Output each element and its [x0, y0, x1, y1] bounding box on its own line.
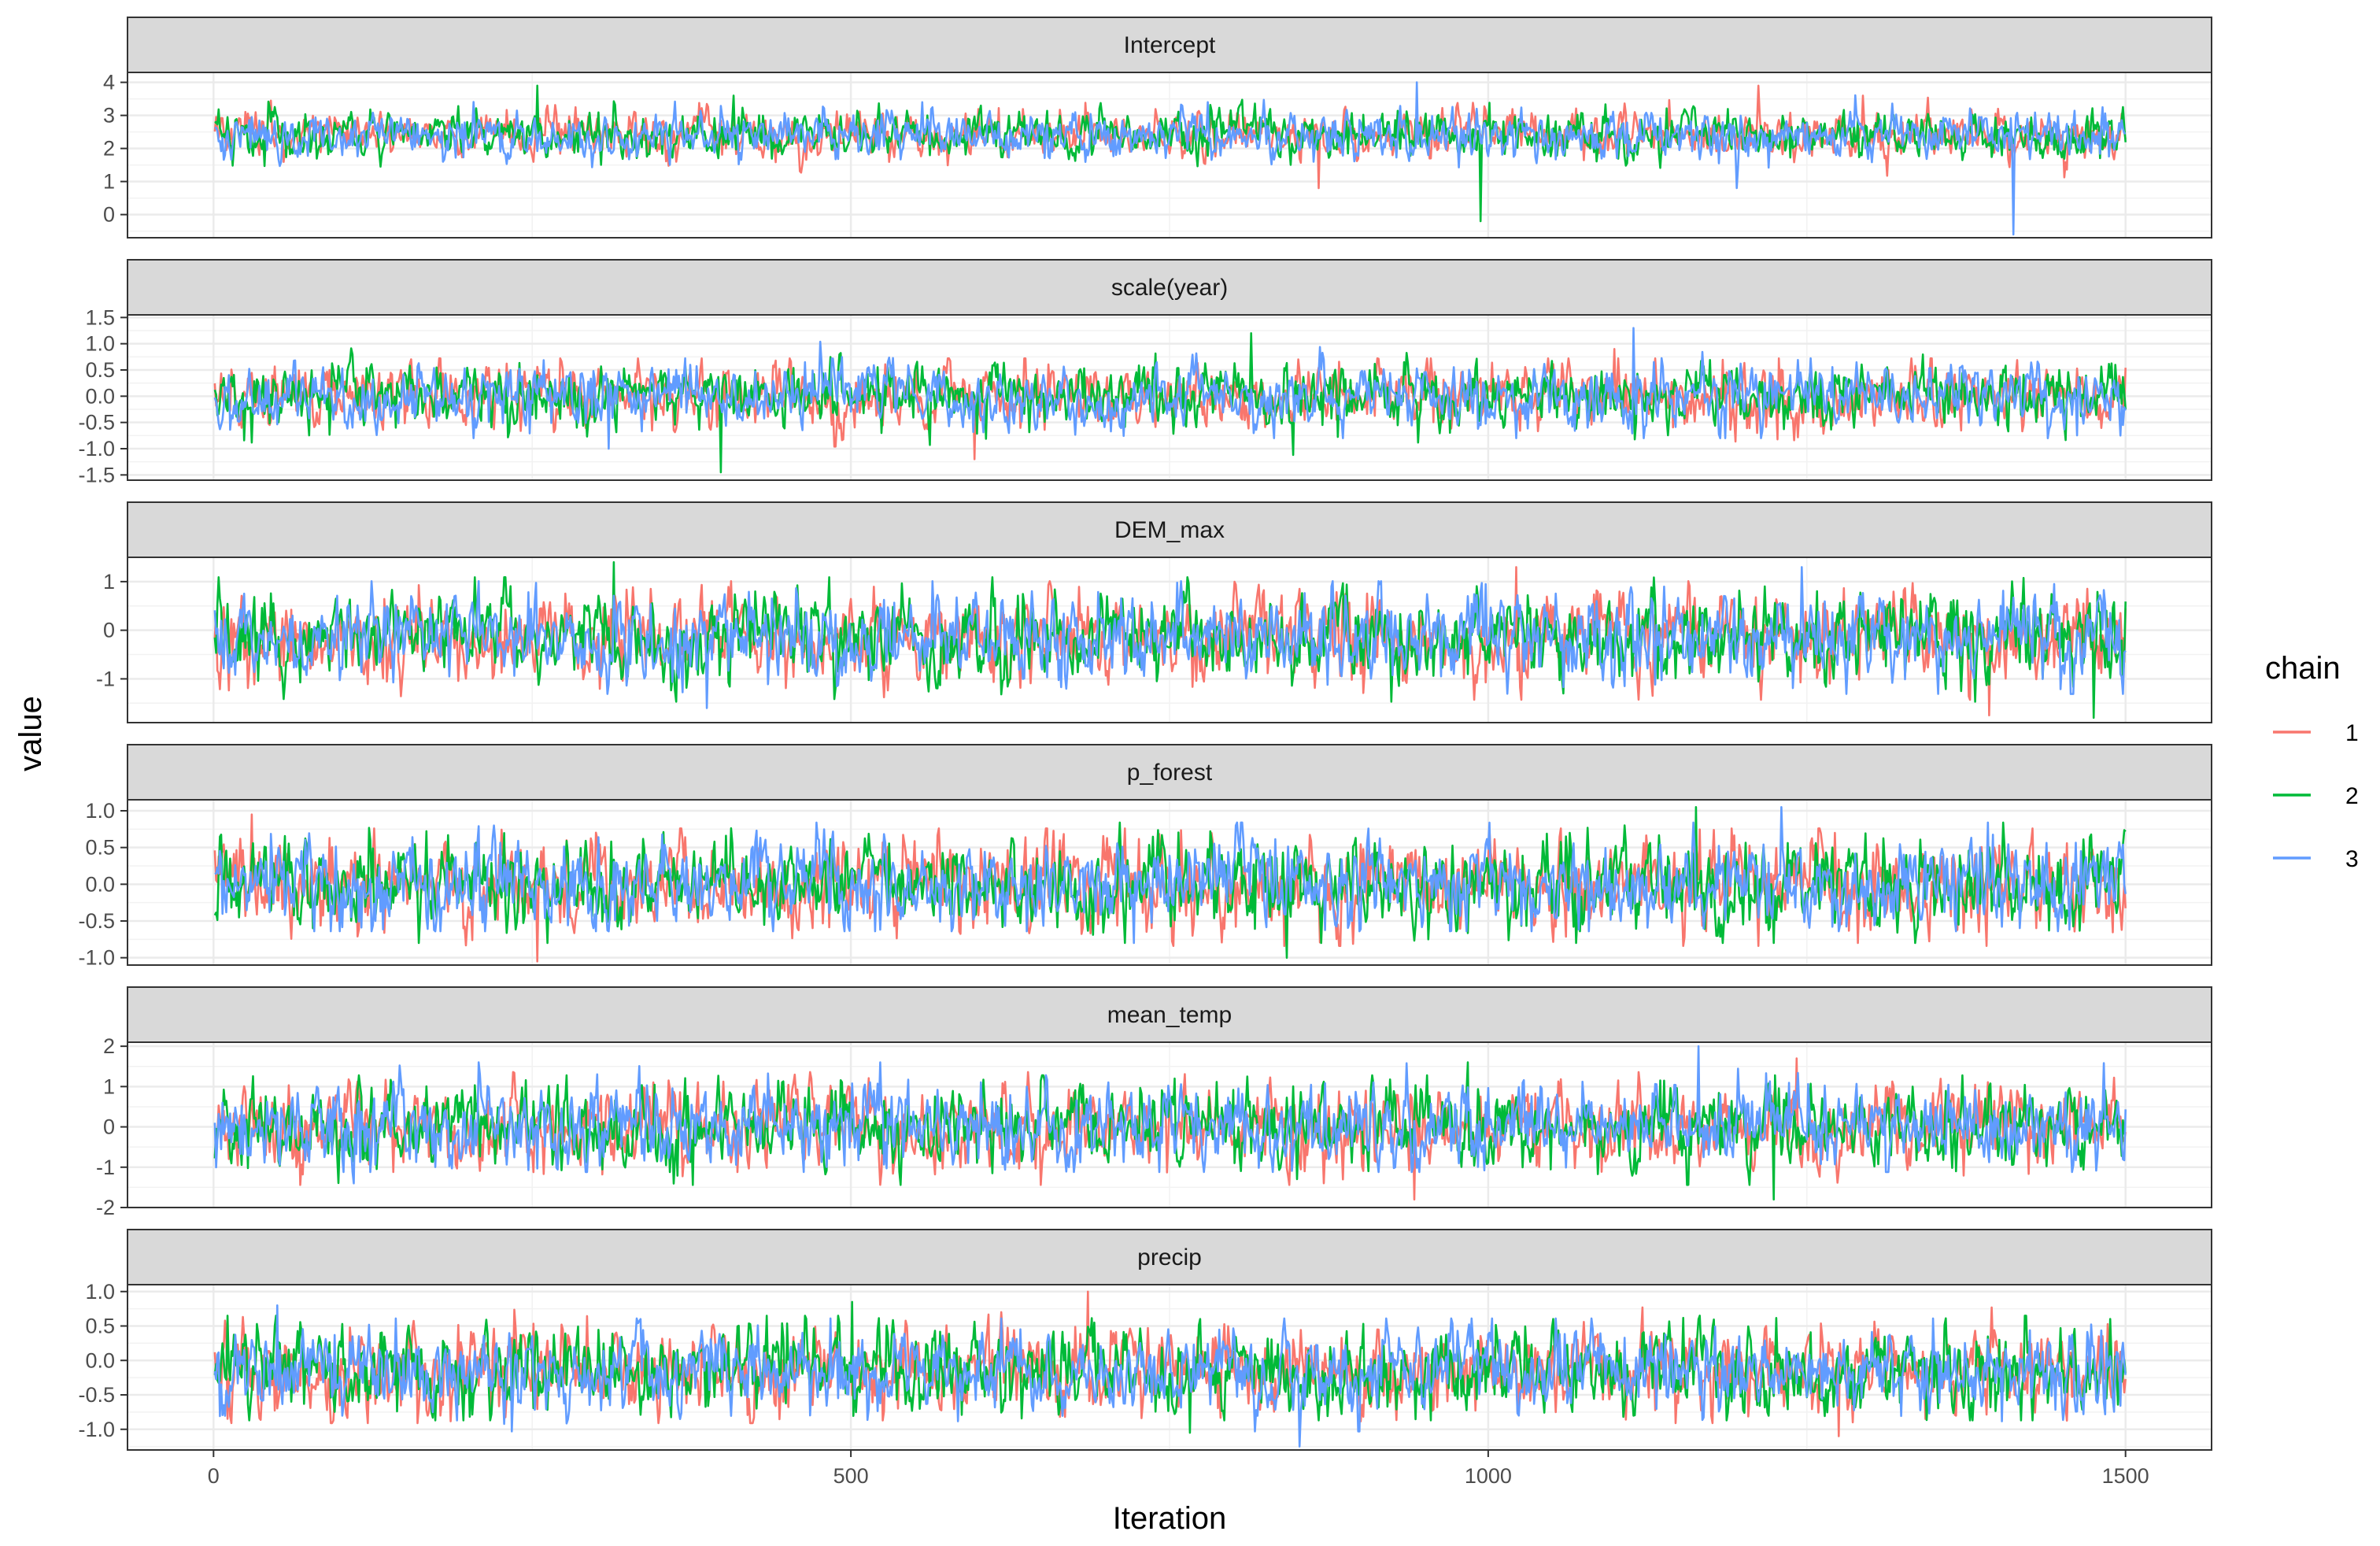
y-axis-title: value [13, 696, 48, 771]
legend-label-chain-1: 1 [2345, 720, 2359, 746]
facet-strip [127, 744, 2212, 801]
y-tick-label: -1.0 [78, 437, 115, 460]
y-tick-label: 0.0 [85, 384, 115, 408]
legend-label-chain-3: 3 [2345, 846, 2359, 872]
y-tick-label: 0.0 [85, 872, 115, 896]
trace-chain-3 [213, 327, 2127, 450]
y-tick-label: 0 [103, 203, 115, 227]
x-tick-label: 500 [833, 1464, 869, 1488]
trace-chain-3 [214, 81, 2127, 236]
facet-panels: Intercept01234scale(year)-1.5-1.0-0.50.0… [78, 17, 2212, 1451]
y-tick-label: 1.0 [85, 332, 115, 356]
y-tick-label: -1.0 [78, 946, 115, 970]
facet-strip-label: Intercept [1124, 32, 1216, 58]
y-tick-label: 2 [103, 137, 115, 161]
facet-strip-label: p_forest [1127, 760, 1213, 786]
facet-strip-label: precip [1137, 1245, 1202, 1270]
panel-border [127, 557, 2212, 723]
y-tick-label: -0.5 [78, 909, 115, 933]
x-tick-label: 1500 [2102, 1464, 2149, 1488]
facet-strip-label: DEM_max [1114, 517, 1225, 543]
trace-chain-1 [213, 1290, 2127, 1437]
y-tick-label: 1 [103, 170, 115, 194]
facet-dem-max: DEM_max -1 0 1 [96, 501, 2212, 723]
x-tick-label: 0 [208, 1464, 220, 1488]
y-tick-label: 1 [103, 570, 115, 594]
trace-chain-3 [213, 566, 2127, 709]
panel-border [127, 1284, 2212, 1451]
panel-border [127, 72, 2212, 239]
y-tick-label: -1.5 [78, 463, 115, 486]
y-tick-label: -1.0 [78, 1418, 115, 1441]
y-tick-label: 1 [103, 1074, 115, 1098]
facet-strip-label: scale(year) [1111, 275, 1228, 301]
facet-scale-year-: scale(year) -1.5 -1.0-0.5 0.00.51.0 1.5 [78, 259, 2212, 486]
y-tick-label: 1.0 [85, 1280, 115, 1304]
trace-chain-3 [213, 1304, 2127, 1448]
legend: chain 1 2 3 [2265, 651, 2359, 872]
y-tick-label: 1.5 [85, 305, 115, 329]
y-tick-label: -2 [96, 1196, 115, 1219]
trace-chain-3 [213, 1045, 2127, 1185]
x-tick-label: 1000 [1465, 1464, 1512, 1488]
y-tick-label: 1.0 [85, 799, 115, 823]
y-tick-label: 4 [103, 71, 115, 94]
x-axis: 0 500 1000 1500 [208, 1450, 2149, 1488]
facet-strip [127, 17, 2212, 73]
facet-strip [127, 986, 2212, 1043]
y-tick-label: 0.0 [85, 1348, 115, 1372]
facet-strip [127, 501, 2212, 558]
y-tick-label: 0 [103, 1115, 115, 1139]
facet-mean-temp: mean_temp -2 -1 0 1 2 [96, 986, 2212, 1219]
y-tick-label: 0 [103, 619, 115, 642]
facet-p-forest: p_forest -1.0 -0.5 0.0 0.5 1.0 [78, 744, 2212, 970]
legend-label-chain-2: 2 [2345, 783, 2359, 809]
y-tick-label: 0.5 [85, 1315, 115, 1338]
facet-precip: precip -1.0 -0.5 0.0 0.5 1.0 [78, 1229, 2212, 1451]
y-tick-label: 0.5 [85, 358, 115, 382]
y-tick-label: -1 [96, 667, 115, 690]
trace-chain-3 [214, 806, 2127, 945]
y-tick-label: 3 [103, 104, 115, 128]
y-tick-label: 2 [103, 1034, 115, 1058]
y-tick-label: -0.5 [78, 1383, 115, 1407]
panel-border [127, 799, 2212, 966]
facet-intercept: Intercept 0 1 2 3 4 [103, 17, 2212, 239]
facet-strip [127, 1229, 2212, 1285]
x-axis-title: Iteration [1113, 1501, 1227, 1536]
facet-strip-label: mean_temp [1107, 1002, 1232, 1028]
legend-title: chain [2265, 651, 2341, 686]
panel-border [127, 1041, 2212, 1208]
y-tick-label: 0.5 [85, 836, 115, 860]
y-tick-label: -0.5 [78, 411, 115, 435]
y-tick-label: -1 [96, 1156, 115, 1179]
panel-border [127, 314, 2212, 481]
